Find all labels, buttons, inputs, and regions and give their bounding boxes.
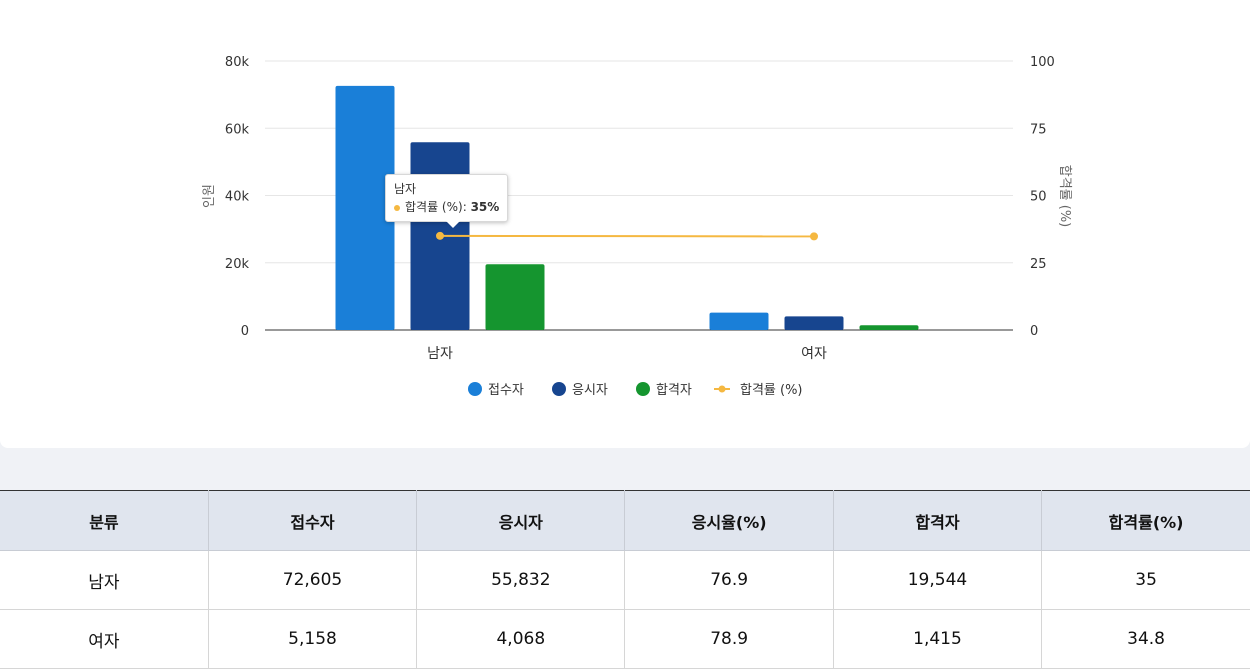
legend-marker — [552, 382, 566, 396]
table-row: 남자 72,605 55,832 76.9 19,544 35 — [0, 550, 1250, 610]
tooltip-arrow — [446, 221, 460, 228]
legend-label: 접수자 — [488, 383, 524, 398]
header-category: 분류 — [0, 490, 209, 551]
header-examinees: 응시자 — [416, 490, 626, 551]
y2-axis-title: 합격률 (%) — [1057, 165, 1072, 228]
results-table: 분류 접수자 응시자 응시율(%) 합격자 합격률(%) 남자 72,605 5… — [0, 490, 1250, 669]
tooltip-label: 합격률 (%) — [405, 200, 463, 214]
y2-tick-label: 75 — [1030, 122, 1047, 137]
tooltip-title: 남자 — [394, 182, 417, 196]
table-cell: 34.8 — [1041, 609, 1250, 669]
tooltip-row: 합격률 (%): 35% — [394, 198, 499, 216]
y-tick-label: 40k — [225, 190, 250, 205]
header-pass-rate: 합격률(%) — [1041, 490, 1250, 551]
legend-label: 합격률 (%) — [740, 383, 803, 398]
table-cell: 1,415 — [833, 609, 1043, 669]
bar — [485, 264, 545, 330]
legend-marker — [636, 382, 650, 396]
x-tick-label: 여자 — [801, 346, 827, 362]
table-cell: 35 — [1041, 550, 1250, 610]
table-cell: 78.9 — [624, 609, 834, 669]
table-cell: 5,158 — [208, 609, 418, 669]
line-point — [810, 232, 818, 241]
table-cell: 55,832 — [416, 550, 626, 610]
legend-marker — [718, 385, 726, 393]
bar — [335, 85, 395, 330]
tooltip-series-dot — [394, 204, 400, 211]
legend-label: 합격자 — [656, 383, 692, 398]
y2-tick-label: 0 — [1030, 324, 1038, 339]
y-tick-label: 0 — [241, 324, 249, 339]
bar — [859, 325, 919, 330]
table-cell: 19,544 — [833, 550, 1043, 610]
x-tick-label: 남자 — [427, 346, 453, 362]
header-applicants: 접수자 — [208, 490, 418, 551]
y-axis-title: 인원 — [202, 184, 217, 208]
table-header-row: 분류 접수자 응시자 응시율(%) 합격자 합격률(%) — [0, 490, 1250, 551]
table-cell: 여자 — [0, 609, 209, 669]
table-cell: 76.9 — [624, 550, 834, 610]
header-exam-rate: 응시율(%) — [624, 490, 834, 551]
y2-tick-label: 25 — [1030, 257, 1047, 272]
chart-tooltip: 남자 합격률 (%): 35% — [385, 174, 509, 228]
bar — [784, 316, 844, 330]
y2-tick-label: 100 — [1030, 55, 1055, 70]
tooltip-value: 35% — [470, 200, 500, 214]
y-tick-label: 80k — [225, 55, 250, 70]
y2-tick-label: 50 — [1030, 190, 1047, 205]
y-tick-label: 60k — [225, 122, 250, 137]
header-passers: 합격자 — [833, 490, 1043, 551]
y-tick-label: 20k — [225, 257, 250, 272]
line-series — [439, 234, 815, 238]
chart-card: 0 20k 40k 60k 80k 0 25 50 75 100 인원 합격률 (%) 남자 여자 접수자 응… — [0, 0, 1250, 448]
table-row: 여자 5,158 4,068 78.9 1,415 34.8 — [0, 609, 1250, 669]
bar — [709, 312, 769, 330]
table-cell: 남자 — [0, 550, 209, 610]
legend-label: 응시자 — [572, 383, 608, 398]
legend-marker — [468, 382, 482, 396]
table-cell: 72,605 — [208, 550, 418, 610]
table-cell: 4,068 — [416, 609, 626, 669]
line-point — [436, 231, 444, 240]
